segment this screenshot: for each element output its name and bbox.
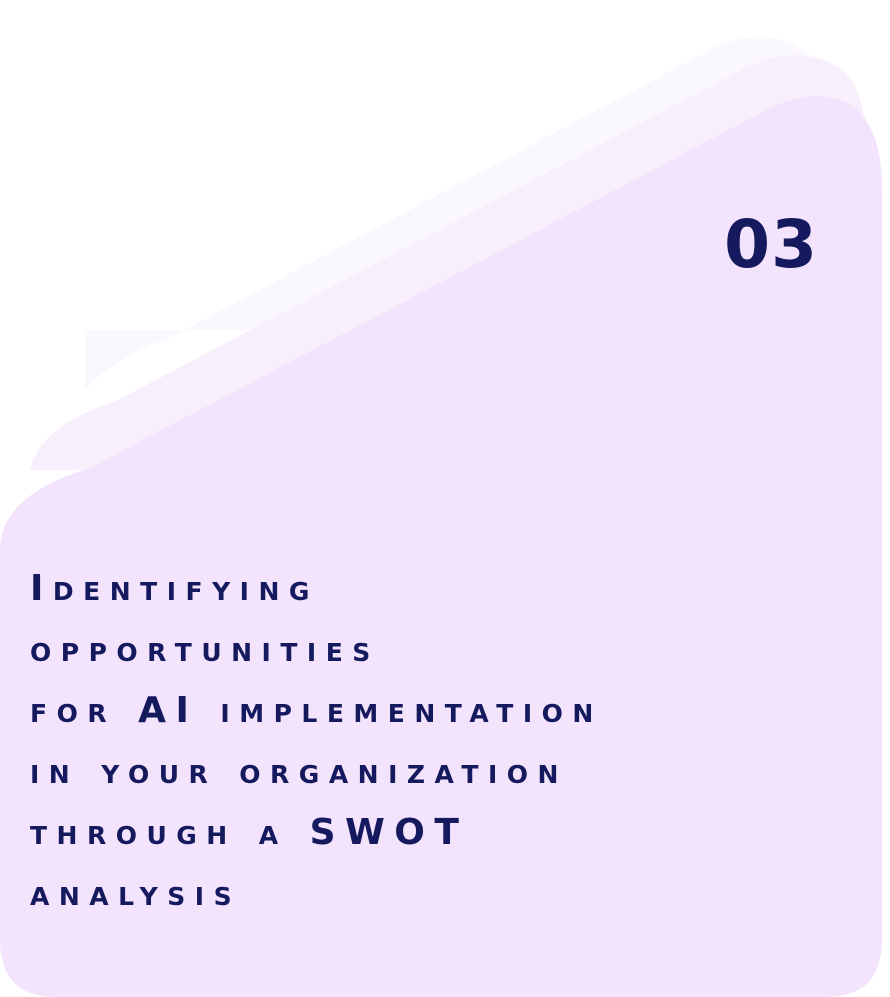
title-line: opportunities xyxy=(30,629,380,670)
card-title: Identifying opportunities for AI impleme… xyxy=(30,558,880,924)
card-front-layer xyxy=(0,96,882,997)
title-line: in your organization xyxy=(30,751,568,792)
title-line: for AI implementation xyxy=(30,690,603,731)
title-line: Identifying xyxy=(30,568,319,609)
title-line: analysis xyxy=(30,873,242,914)
title-line: through a SWOT xyxy=(30,812,469,853)
card-number: 03 xyxy=(724,206,818,283)
